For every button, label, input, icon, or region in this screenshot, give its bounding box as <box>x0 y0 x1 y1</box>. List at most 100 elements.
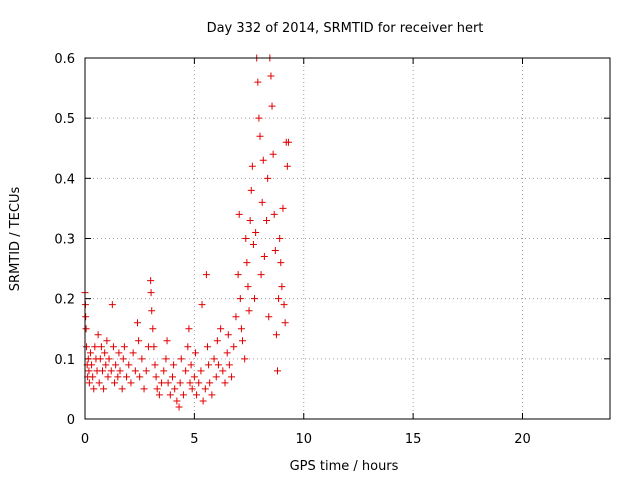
data-point <box>171 385 179 393</box>
y-axis-label: SRMTID / TECUs <box>8 187 23 292</box>
data-point <box>111 379 119 387</box>
data-point <box>115 349 123 357</box>
data-point <box>129 349 137 357</box>
data-point <box>85 367 93 375</box>
data-point <box>258 198 266 206</box>
grid <box>85 58 610 419</box>
data-point <box>248 162 256 170</box>
data-point <box>256 132 264 140</box>
data-point <box>235 210 243 218</box>
data-point <box>94 331 102 339</box>
data-point <box>268 102 276 110</box>
data-point <box>97 343 105 351</box>
data-point <box>202 271 210 279</box>
data-point <box>264 174 272 182</box>
data-point <box>208 391 216 399</box>
data-point <box>138 355 146 363</box>
data-point <box>107 367 115 375</box>
data-point <box>164 379 172 387</box>
y-tick-label: 0.6 <box>54 52 75 67</box>
data-point <box>123 373 131 381</box>
data-point <box>176 379 184 387</box>
data-point <box>89 373 97 381</box>
data-point <box>247 186 255 194</box>
data-point <box>112 361 120 369</box>
data-point <box>232 313 240 321</box>
data-point <box>134 319 141 327</box>
data-point <box>269 150 277 158</box>
y-tick-label: 0.2 <box>54 293 75 308</box>
data-point <box>86 349 94 357</box>
y-tick-label: 0.5 <box>54 112 75 127</box>
data-point <box>170 361 178 369</box>
y-tick-label: 0.1 <box>54 353 75 368</box>
data-point <box>96 355 104 363</box>
data-point <box>221 379 229 387</box>
data-point <box>184 343 192 351</box>
data-point <box>83 343 91 351</box>
data-point <box>259 156 267 164</box>
data-point <box>151 361 159 369</box>
data-point <box>185 325 193 333</box>
data-point <box>149 325 157 333</box>
data-point <box>108 301 116 309</box>
data-point <box>198 301 206 309</box>
data-point <box>163 337 171 345</box>
data-point <box>169 373 176 381</box>
data-point <box>283 162 291 170</box>
x-tick-label: 0 <box>81 432 89 447</box>
data-point <box>103 337 111 345</box>
data-point <box>270 210 278 218</box>
data-point <box>212 373 220 381</box>
y-tick-label: 0.4 <box>54 172 75 187</box>
data-point <box>201 385 209 393</box>
data-point <box>263 216 271 224</box>
data-point <box>260 253 268 261</box>
data-point <box>104 373 112 381</box>
data-point <box>236 295 244 303</box>
data-point <box>265 313 273 321</box>
data-point <box>199 397 207 405</box>
data-point <box>155 391 163 399</box>
data-point <box>276 235 284 242</box>
data-point <box>252 228 260 236</box>
data-point <box>101 349 109 357</box>
data-point <box>234 271 242 279</box>
data-point <box>267 72 275 80</box>
data-point <box>177 355 185 363</box>
data-point <box>91 343 99 351</box>
data-point <box>88 361 96 369</box>
data-point <box>85 379 93 387</box>
data-point <box>152 373 160 381</box>
data-point <box>243 259 251 267</box>
data-point <box>147 289 155 297</box>
data-point <box>136 373 144 381</box>
data-point <box>95 379 103 387</box>
data-point <box>193 391 201 399</box>
data-point <box>271 247 279 255</box>
data-point <box>131 367 139 375</box>
data-point <box>279 204 287 212</box>
data-point <box>257 271 265 279</box>
data-point <box>280 301 288 309</box>
data-point <box>109 343 117 351</box>
data-point <box>105 355 113 363</box>
data-point <box>173 397 181 405</box>
data-point <box>219 367 227 375</box>
data-point <box>120 343 128 351</box>
data-point <box>187 361 195 369</box>
data-point <box>254 78 262 86</box>
data-point <box>284 138 292 146</box>
data-point <box>186 379 194 387</box>
data-point <box>214 361 222 369</box>
data-point <box>237 325 245 333</box>
data-point <box>197 367 205 375</box>
data-point <box>90 385 98 393</box>
data-points <box>81 54 292 411</box>
data-point <box>99 367 106 375</box>
data-point <box>230 343 238 351</box>
data-point <box>182 367 190 375</box>
data-point <box>249 241 257 249</box>
data-point <box>251 295 259 303</box>
